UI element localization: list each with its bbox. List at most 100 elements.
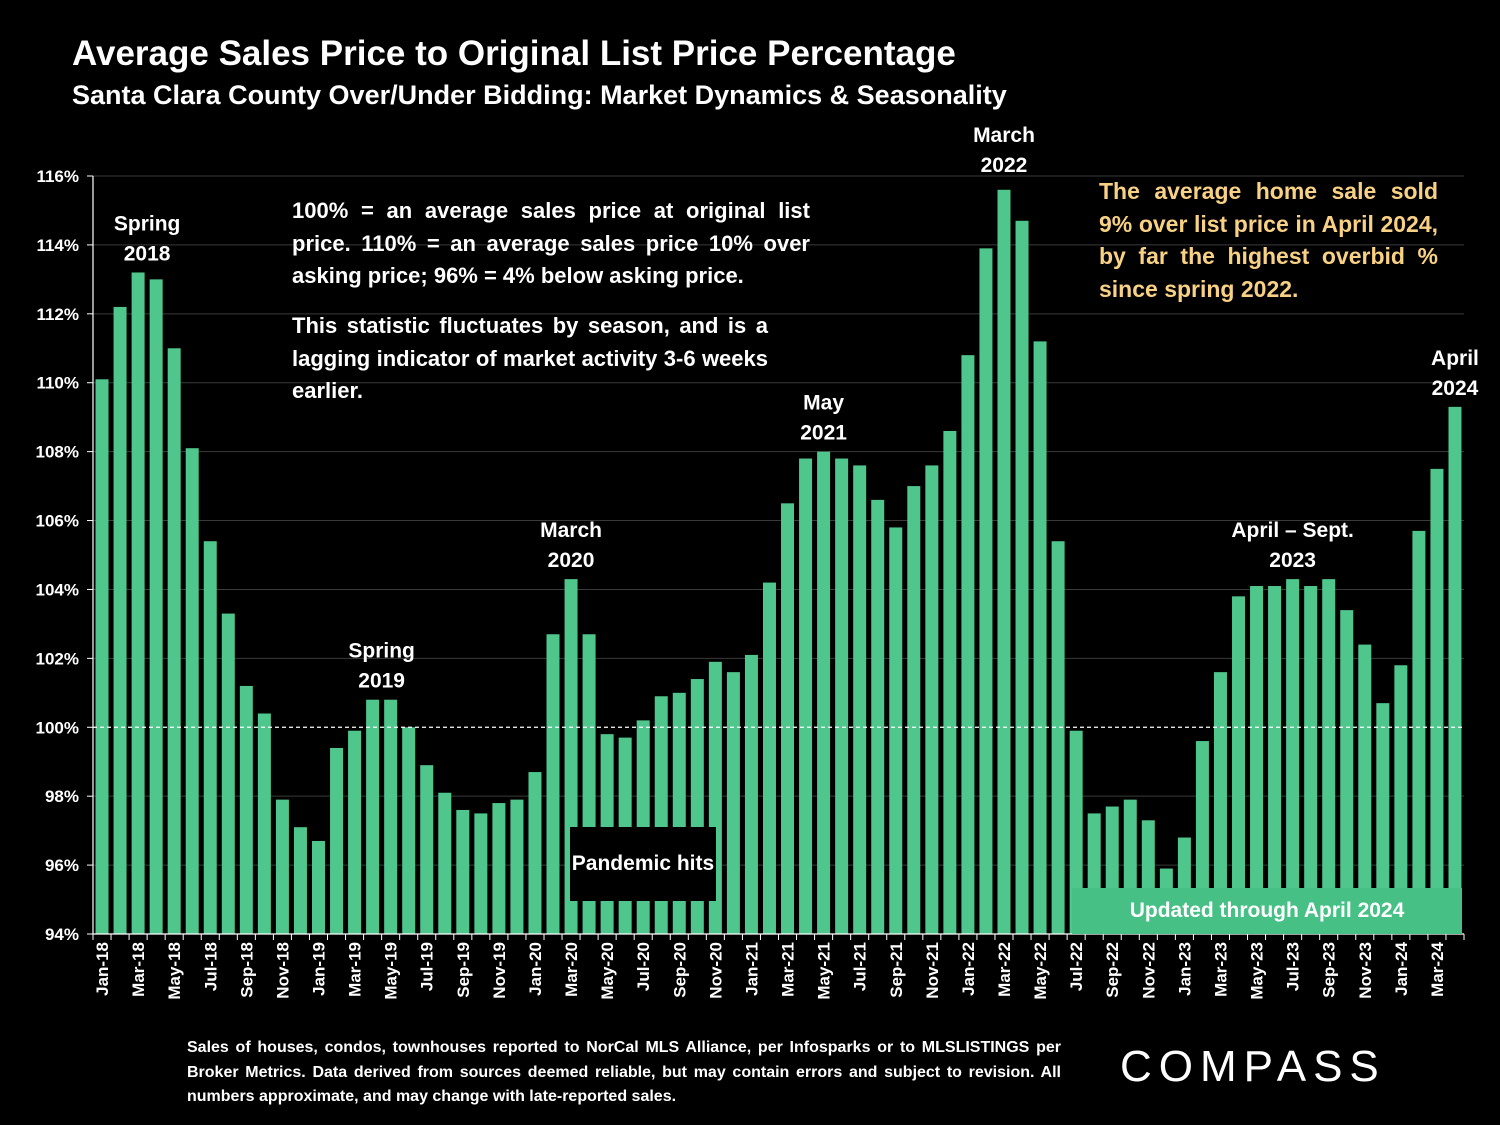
x-tick-label: Jan-20 — [526, 942, 545, 996]
annotation-line: 2021 — [800, 422, 847, 445]
x-tick-label: Mar-20 — [562, 942, 581, 997]
bar — [871, 499, 885, 934]
bar — [1412, 530, 1426, 934]
x-tick-label: Nov-20 — [706, 942, 725, 999]
updated-badge-text: Updated through April 2024 — [1129, 899, 1405, 922]
bar — [1448, 406, 1462, 934]
x-tick-label: Jul-20 — [634, 942, 653, 991]
x-tick-label: Jul-22 — [1067, 942, 1086, 991]
bar — [1232, 596, 1246, 934]
annotation-line: 2023 — [1269, 549, 1316, 572]
annotation-line: March — [540, 519, 602, 542]
x-tick-label: Jan-24 — [1392, 941, 1411, 995]
annotation: March 2022 — [973, 124, 1035, 177]
bar — [925, 465, 939, 934]
bar — [943, 430, 957, 934]
annotation-line: Spring — [114, 212, 181, 235]
y-tick-label: 110% — [36, 374, 79, 393]
bar — [546, 634, 560, 934]
bar — [492, 803, 506, 934]
y-tick-label: 112% — [36, 305, 79, 324]
compass-logo-text: COMPASS — [1120, 1042, 1386, 1091]
y-tick-label: 114% — [36, 236, 79, 255]
x-tick-label: Nov-22 — [1139, 942, 1158, 999]
y-tick-label: 104% — [36, 580, 79, 599]
bar — [1033, 341, 1047, 934]
x-tick-label: Mar-24 — [1428, 941, 1447, 996]
bar — [384, 699, 398, 934]
highlight-callout: The average home sale sold 9% over list … — [1099, 178, 1438, 302]
x-tick-label: Sep-18 — [237, 942, 256, 998]
annotation-line: Spring — [348, 640, 415, 663]
x-tick-label: May-21 — [815, 942, 834, 1000]
bar — [402, 727, 416, 934]
bar — [1376, 703, 1390, 934]
x-tick-label: Sep-23 — [1320, 942, 1339, 998]
x-tick-label: Jan-23 — [1175, 942, 1194, 996]
annotation: April 2024 — [1431, 347, 1479, 400]
bar — [1394, 665, 1408, 934]
pandemic-label: Pandemic hits — [570, 827, 716, 901]
annotation-line: 2024 — [1432, 377, 1479, 400]
definition-note: 100% = an average sales price at origina… — [292, 198, 810, 288]
x-tick-label: Sep-21 — [887, 942, 906, 998]
bar — [1015, 220, 1029, 935]
bars — [95, 189, 1462, 935]
annotation-line: May — [803, 392, 844, 415]
axes: 94% 96% 98% 100% 102% 104% 106% 108% 110% 112% 114… — [36, 167, 1465, 1000]
annotation: Spring 2018 — [114, 212, 181, 265]
bar — [726, 672, 740, 934]
y-tick-label: 96% — [45, 856, 79, 875]
bar — [528, 772, 542, 934]
annotation: May 2021 — [800, 392, 847, 445]
bar — [203, 541, 217, 934]
x-tick-label: Jan-21 — [742, 942, 761, 996]
y-tick-label: 108% — [36, 443, 79, 462]
bar — [799, 458, 813, 934]
x-tick-label: Mar-21 — [779, 942, 798, 997]
bar — [853, 465, 867, 934]
x-tick-label: Jan-19 — [309, 942, 328, 996]
x-tick-label: Sep-22 — [1103, 942, 1122, 998]
bar — [257, 713, 271, 934]
bar — [1195, 741, 1209, 934]
bar — [366, 699, 380, 934]
bar — [997, 189, 1011, 935]
x-tick-label: Nov-23 — [1356, 942, 1375, 999]
bar — [239, 685, 253, 934]
x-tick-label: Jul-21 — [851, 942, 870, 991]
pandemic-label-text: Pandemic hits — [571, 852, 715, 875]
bar — [1430, 468, 1444, 934]
x-tick-label: Sep-20 — [670, 942, 689, 998]
updated-badge: Updated through April 2024 — [1072, 888, 1462, 934]
y-tick-label: 116% — [36, 167, 79, 186]
bar — [420, 765, 434, 934]
y-tick-label: 98% — [45, 787, 79, 806]
bar — [979, 248, 993, 934]
chart-title: Average Sales Price to Original List Pri… — [72, 34, 956, 73]
bar — [1069, 730, 1083, 934]
bar — [1268, 586, 1282, 934]
bar — [961, 355, 975, 934]
x-tick-label: May-19 — [382, 942, 401, 1000]
annotations: Spring 2018 Spring 2019 March 2020 May 2021 Marc… — [114, 124, 1479, 693]
bar — [1340, 610, 1354, 934]
bar — [167, 348, 181, 935]
x-tick-label: Mar-22 — [995, 942, 1014, 997]
bar — [1051, 541, 1065, 934]
bar — [510, 799, 524, 934]
x-tick-label: Mar-23 — [1211, 942, 1230, 997]
bar — [907, 486, 921, 934]
x-tick-label: May-18 — [165, 942, 184, 1000]
bar — [1322, 579, 1336, 934]
source-footnote: Sales of houses, condos, townhouses repo… — [187, 1039, 1061, 1105]
x-tick-label: Nov-21 — [923, 942, 942, 999]
bar — [889, 527, 903, 934]
bar — [1304, 586, 1318, 934]
x-tick-label: May-23 — [1248, 942, 1267, 1000]
annotation-line: April – Sept. — [1231, 519, 1354, 542]
bar — [348, 730, 362, 934]
bar — [311, 840, 325, 934]
bar — [744, 654, 758, 934]
